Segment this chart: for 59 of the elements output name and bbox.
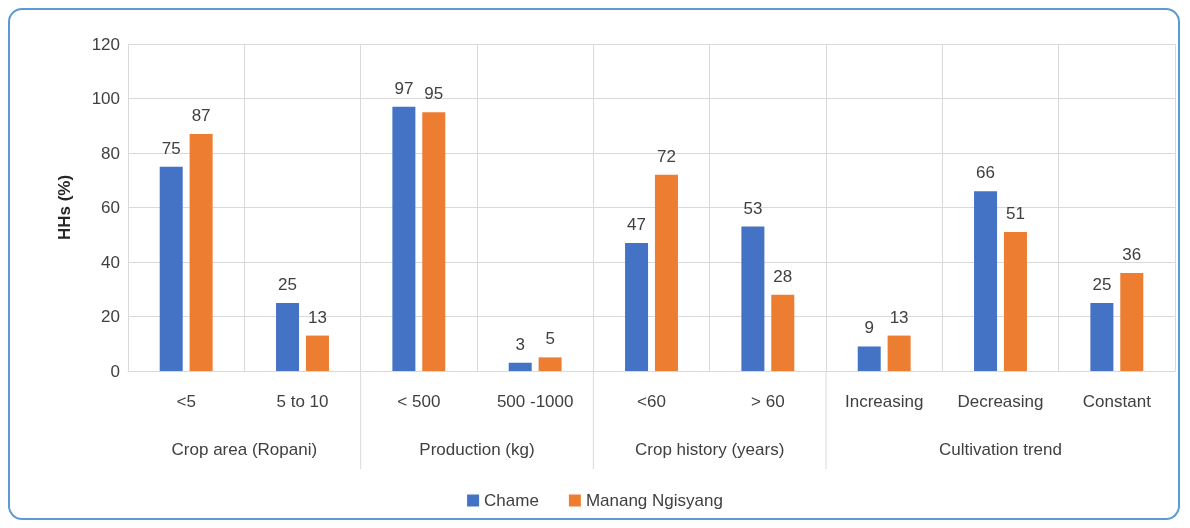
- y-tick-label: 120: [91, 34, 120, 54]
- bar: [1120, 272, 1144, 371]
- x-tick-label: 5 to 10: [276, 392, 329, 411]
- x-tick-label: Increasing: [844, 392, 924, 411]
- bar: [189, 133, 213, 371]
- bar: [741, 226, 765, 371]
- bar: [422, 112, 446, 371]
- y-tick-label: 80: [101, 143, 120, 163]
- data-label: 13: [307, 307, 327, 327]
- y-axis-title: HHs (%): [55, 174, 74, 241]
- x-tick-label: > 60: [751, 392, 785, 411]
- data-label: 66: [976, 163, 996, 183]
- text: Crop area (Ropani): [171, 439, 318, 459]
- data-label: 5: [545, 329, 555, 349]
- x-tick-label: <5: [176, 392, 196, 411]
- bar: [625, 242, 649, 371]
- bar: [887, 335, 911, 371]
- y-tick-label: 20: [101, 307, 120, 326]
- bar: [654, 174, 678, 371]
- x-tick-label: 500 -1000: [496, 392, 574, 411]
- data-label: 51: [1005, 204, 1025, 224]
- data-label: 25: [1092, 274, 1112, 294]
- x-tick-label: <60: [637, 392, 666, 411]
- bar: [771, 294, 795, 371]
- data-label: 36: [1122, 244, 1142, 264]
- data-label: 3: [515, 334, 525, 354]
- data-label: 72: [656, 146, 676, 166]
- data-label: 13: [889, 307, 909, 327]
- data-label: 87: [191, 105, 211, 125]
- bar: [305, 335, 329, 371]
- data-label: 28: [773, 266, 793, 286]
- bar: [857, 346, 881, 371]
- y-tick-label: 100: [91, 89, 120, 108]
- bar: [1090, 302, 1114, 371]
- data-label: 95: [424, 84, 444, 104]
- bar: [276, 302, 300, 371]
- bar: [1003, 232, 1027, 371]
- data-label: 53: [743, 198, 763, 218]
- data-label: 47: [627, 214, 647, 234]
- x-tick-label: Constant: [1082, 392, 1152, 411]
- data-label: 97: [394, 78, 414, 98]
- x-tick-label: Decreasing: [957, 392, 1044, 411]
- legend-label: Manang Ngisyang: [585, 491, 723, 510]
- bar: [392, 106, 416, 371]
- bar: [538, 357, 562, 371]
- text: Production (kg): [419, 439, 535, 459]
- text: Cultivation trend: [939, 439, 1062, 459]
- data-label: 9: [864, 318, 874, 338]
- y-tick-label: 0: [110, 361, 120, 381]
- legend-label: Chame: [484, 491, 539, 510]
- y-tick-label: 40: [101, 252, 120, 272]
- text: Crop history (years): [635, 439, 785, 459]
- x-tick-label: < 500: [397, 392, 441, 411]
- data-label: 25: [278, 274, 298, 294]
- bar: [159, 166, 183, 371]
- bar: [508, 362, 532, 371]
- data-label: 75: [161, 138, 181, 158]
- bar: [974, 191, 998, 371]
- y-tick-label: 60: [101, 198, 120, 217]
